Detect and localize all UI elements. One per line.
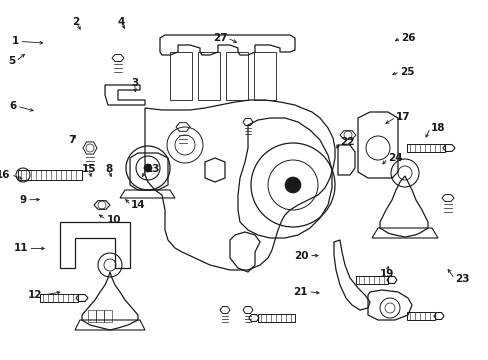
Text: 3: 3 <box>131 78 138 88</box>
Text: 7: 7 <box>68 135 76 145</box>
Text: 14: 14 <box>131 200 145 210</box>
Circle shape <box>143 164 152 172</box>
Text: 12: 12 <box>28 290 42 300</box>
Text: 5: 5 <box>8 56 16 66</box>
Text: 20: 20 <box>294 251 308 261</box>
Polygon shape <box>94 201 110 209</box>
Text: 10: 10 <box>106 215 121 225</box>
Text: 18: 18 <box>429 123 444 133</box>
Text: 19: 19 <box>379 269 394 279</box>
Text: 21: 21 <box>293 287 307 297</box>
Text: 11: 11 <box>14 243 28 253</box>
Text: 9: 9 <box>20 195 27 205</box>
Text: 25: 25 <box>399 67 414 77</box>
Text: 17: 17 <box>395 112 410 122</box>
Text: 1: 1 <box>12 36 20 46</box>
Text: 27: 27 <box>212 33 227 43</box>
Text: 16: 16 <box>0 170 11 180</box>
Text: 13: 13 <box>145 164 160 174</box>
Text: 24: 24 <box>387 153 402 163</box>
Text: 22: 22 <box>339 137 354 147</box>
Text: 26: 26 <box>400 33 415 43</box>
Text: 4: 4 <box>117 17 125 27</box>
Text: 15: 15 <box>81 164 96 174</box>
Circle shape <box>285 177 301 193</box>
Text: 8: 8 <box>105 164 112 174</box>
Text: 23: 23 <box>454 274 468 284</box>
Text: 6: 6 <box>10 101 17 111</box>
Text: 2: 2 <box>72 17 79 27</box>
